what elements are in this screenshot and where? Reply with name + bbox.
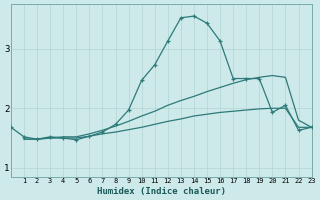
X-axis label: Humidex (Indice chaleur): Humidex (Indice chaleur)	[97, 187, 226, 196]
